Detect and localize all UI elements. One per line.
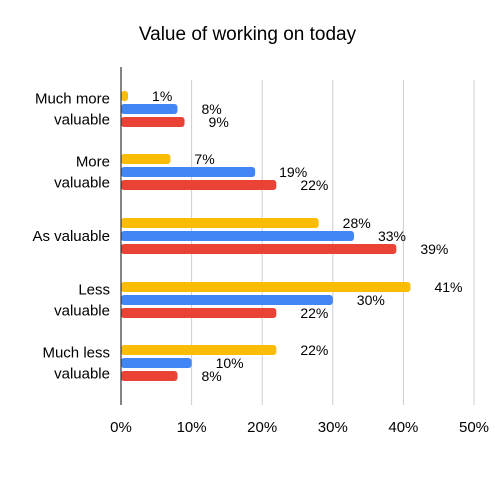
- bar-2-1: [121, 231, 354, 241]
- bar-2-0: [121, 218, 319, 228]
- category-label-0-1: valuable: [54, 112, 110, 129]
- data-label-0-1: 8%: [201, 101, 221, 117]
- bar-1-2: [121, 180, 277, 190]
- data-label-0-2: 9%: [209, 114, 229, 130]
- data-label-4-0: 22%: [300, 342, 328, 358]
- bar-0-0: [121, 91, 129, 101]
- data-label-0-0: 1%: [152, 88, 172, 104]
- data-label-1-0: 7%: [194, 151, 214, 167]
- bar-3-1: [121, 295, 333, 305]
- category-label-0-0: Much more: [35, 91, 110, 108]
- bar-4-0: [121, 345, 277, 355]
- x-tick-label-4: 40%: [388, 419, 418, 436]
- data-label-3-2: 22%: [300, 305, 328, 321]
- x-tick-label-3: 30%: [318, 419, 348, 436]
- bar-2-2: [121, 244, 397, 254]
- data-label-1-1: 19%: [279, 164, 307, 180]
- bar-4-1: [121, 358, 192, 368]
- category-label-1-0: More: [76, 154, 110, 171]
- category-label-4-1: valuable: [54, 366, 110, 383]
- bar-1-0: [121, 154, 171, 164]
- category-label-3-1: valuable: [54, 303, 110, 320]
- category-label-2-0: As valuable: [32, 228, 110, 245]
- category-label-3-0: Less: [78, 282, 110, 299]
- data-label-2-0: 28%: [343, 215, 371, 231]
- data-label-2-1: 33%: [378, 228, 406, 244]
- x-tick-label-2: 20%: [247, 419, 277, 436]
- bar-3-2: [121, 308, 277, 318]
- category-label-4-0: Much less: [42, 345, 110, 362]
- bar-4-2: [121, 371, 178, 381]
- x-tick-label-5: 50%: [459, 419, 489, 436]
- bar-0-1: [121, 104, 178, 114]
- data-label-3-0: 41%: [434, 279, 462, 295]
- data-label-3-1: 30%: [357, 292, 385, 308]
- chart-title: Value of working on today: [138, 24, 357, 45]
- data-label-4-2: 8%: [201, 368, 221, 384]
- data-label-4-1: 10%: [216, 355, 244, 371]
- bar-1-1: [121, 167, 256, 177]
- bar-3-0: [121, 282, 411, 292]
- x-tick-label-1: 10%: [177, 419, 207, 436]
- data-label-1-2: 22%: [300, 177, 328, 193]
- bar-0-2: [121, 117, 185, 127]
- data-label-2-2: 39%: [420, 241, 448, 257]
- x-tick-label-0: 0%: [110, 419, 132, 436]
- category-label-1-1: valuable: [54, 175, 110, 192]
